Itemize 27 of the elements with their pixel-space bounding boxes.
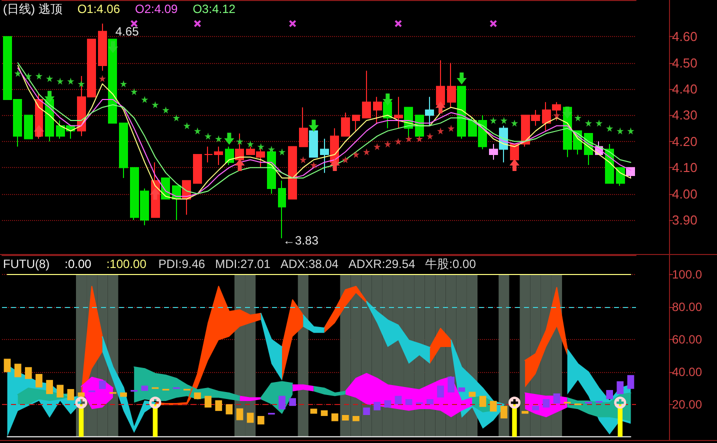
y-tick-label: 60.00: [672, 332, 702, 346]
text: O1:4.06: [77, 2, 120, 16]
y-tick-label: 20.00: [672, 397, 702, 412]
chart-title: FUTU(8): [3, 257, 50, 271]
text: O2:4.09: [135, 2, 178, 16]
y-tick-label: 4.20: [672, 134, 698, 149]
series-label: :100.00: [106, 257, 147, 271]
y-tick-label: 100.0: [672, 267, 702, 282]
y-tick-label: 4.40: [672, 82, 698, 97]
annotation: ←3.83: [283, 233, 319, 248]
text: :0.00: [64, 257, 92, 271]
annotation: PDI:9.46: [158, 257, 206, 271]
annotation: ADXR:29.54: [348, 257, 416, 271]
chart-title: (日线) 逃顶: [3, 2, 62, 16]
y-tick-label: 4.30: [672, 108, 698, 123]
y-tick-label: 40.00: [672, 364, 702, 379]
y-tick-label: 4.60: [672, 29, 698, 44]
y-tick-label: 4.50: [672, 55, 698, 70]
y-tick-label: 3.90: [672, 212, 698, 228]
y-tick-label: 80.00: [672, 300, 702, 314]
annotation: 牛股:0.00: [425, 257, 476, 271]
y-tick-label: 4.00: [672, 186, 698, 202]
annotation: 4.65: [115, 24, 140, 39]
annotation: MDI:27.01: [215, 257, 271, 271]
y-tick-label: 4.10: [672, 160, 698, 176]
text: O3:4.12: [192, 2, 236, 16]
annotation: ADX:38.04: [280, 257, 339, 271]
